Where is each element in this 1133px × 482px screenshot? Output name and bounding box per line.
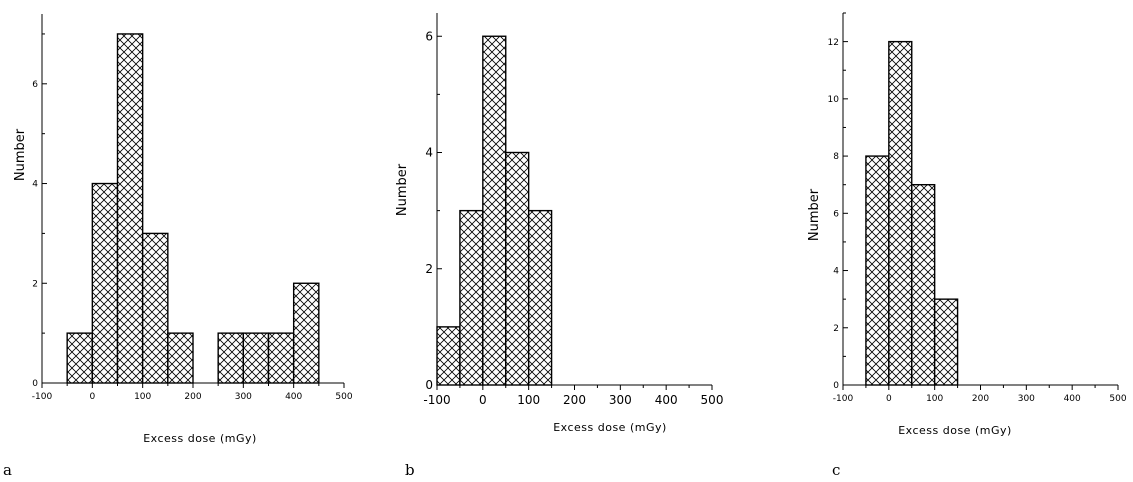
y-tick-label: 12 xyxy=(828,38,839,48)
y-tick-label: 4 xyxy=(833,267,839,277)
histogram-bar xyxy=(505,151,530,386)
y-tick-label: 6 xyxy=(32,80,38,90)
y-axis-title: Number xyxy=(395,163,410,216)
y-tick-label: 2 xyxy=(833,324,839,334)
histogram-bar xyxy=(267,332,295,384)
histogram-bar xyxy=(91,182,119,384)
panel-a: -100 0 100 200 300 400 500 0 2 4 6 Excess dose (mG… xyxy=(3,14,353,479)
y-tick-label: 6 xyxy=(833,209,839,219)
bars xyxy=(66,33,320,384)
x-tick-label: 300 xyxy=(609,393,632,407)
ticks: -100 0 100 200 300 400 500 0 2 4 6 8 10 12 xyxy=(828,12,1127,404)
y-axis-title: Number xyxy=(807,188,822,241)
histogram-bar xyxy=(141,232,169,384)
x-tick-label: 300 xyxy=(1018,394,1035,404)
y-tick-label: 8 xyxy=(833,152,839,162)
histogram-bar xyxy=(167,332,194,384)
x-tick-label: 400 xyxy=(285,392,302,402)
x-tick-label: 100 xyxy=(926,394,943,404)
y-tick-label: 2 xyxy=(32,279,38,289)
x-axis-title: Excess dose (mGy) xyxy=(143,432,257,445)
x-tick-label: -100 xyxy=(833,394,854,404)
panel-label: c xyxy=(832,461,840,479)
histogram-bar xyxy=(436,326,461,386)
y-axis-title: Number xyxy=(13,128,28,181)
histogram-bar xyxy=(527,209,553,386)
ticks: -100 0 100 200 300 400 500 0 2 4 6 xyxy=(32,33,353,402)
histogram-bar xyxy=(933,298,959,386)
x-axis-title: Excess dose (mGy) xyxy=(898,424,1012,437)
histogram-bar xyxy=(66,332,94,384)
histogram-bar xyxy=(242,332,270,384)
x-tick-label: -100 xyxy=(423,393,450,407)
x-tick-label: 400 xyxy=(655,393,678,407)
bars xyxy=(436,35,553,386)
y-tick-label: 4 xyxy=(425,146,433,160)
x-tick-label: 0 xyxy=(89,392,95,402)
y-tick-label: 0 xyxy=(425,378,433,392)
x-tick-label: -100 xyxy=(32,392,53,402)
x-tick-label: 400 xyxy=(1064,394,1081,404)
y-tick-label: 0 xyxy=(833,381,839,391)
x-tick-label: 200 xyxy=(972,394,989,404)
histogram-bar xyxy=(482,35,507,386)
histogram-bar xyxy=(459,209,484,386)
panel-label: a xyxy=(3,461,12,479)
panel-c: -100 0 100 200 300 400 500 0 2 4 6 8 10 12 Excess dos… xyxy=(807,12,1127,479)
x-tick-label: 500 xyxy=(335,392,352,402)
y-tick-label: 4 xyxy=(32,180,38,190)
y-tick-label: 10 xyxy=(828,95,840,105)
histogram-bar xyxy=(888,40,913,386)
x-axis-title: Excess dose (mGy) xyxy=(553,421,667,434)
y-tick-label: 2 xyxy=(425,262,433,276)
x-tick-label: 0 xyxy=(886,394,892,404)
x-tick-label: 0 xyxy=(479,393,487,407)
x-tick-label: 500 xyxy=(701,393,724,407)
x-tick-label: 100 xyxy=(134,392,151,402)
x-tick-label: 300 xyxy=(235,392,252,402)
panel-label: b xyxy=(405,461,415,479)
histogram-bar xyxy=(217,332,245,384)
y-tick-label: 6 xyxy=(425,29,433,43)
x-tick-label: 500 xyxy=(1109,394,1126,404)
histogram-bar xyxy=(292,282,320,384)
histogram-bar xyxy=(911,183,936,386)
histogram-bar xyxy=(865,155,890,386)
y-tick-label: 0 xyxy=(32,379,38,389)
x-tick-label: 100 xyxy=(517,393,540,407)
histogram-bar xyxy=(116,33,144,384)
bars xyxy=(865,40,959,386)
x-tick-label: 200 xyxy=(563,393,586,407)
x-tick-label: 200 xyxy=(184,392,201,402)
